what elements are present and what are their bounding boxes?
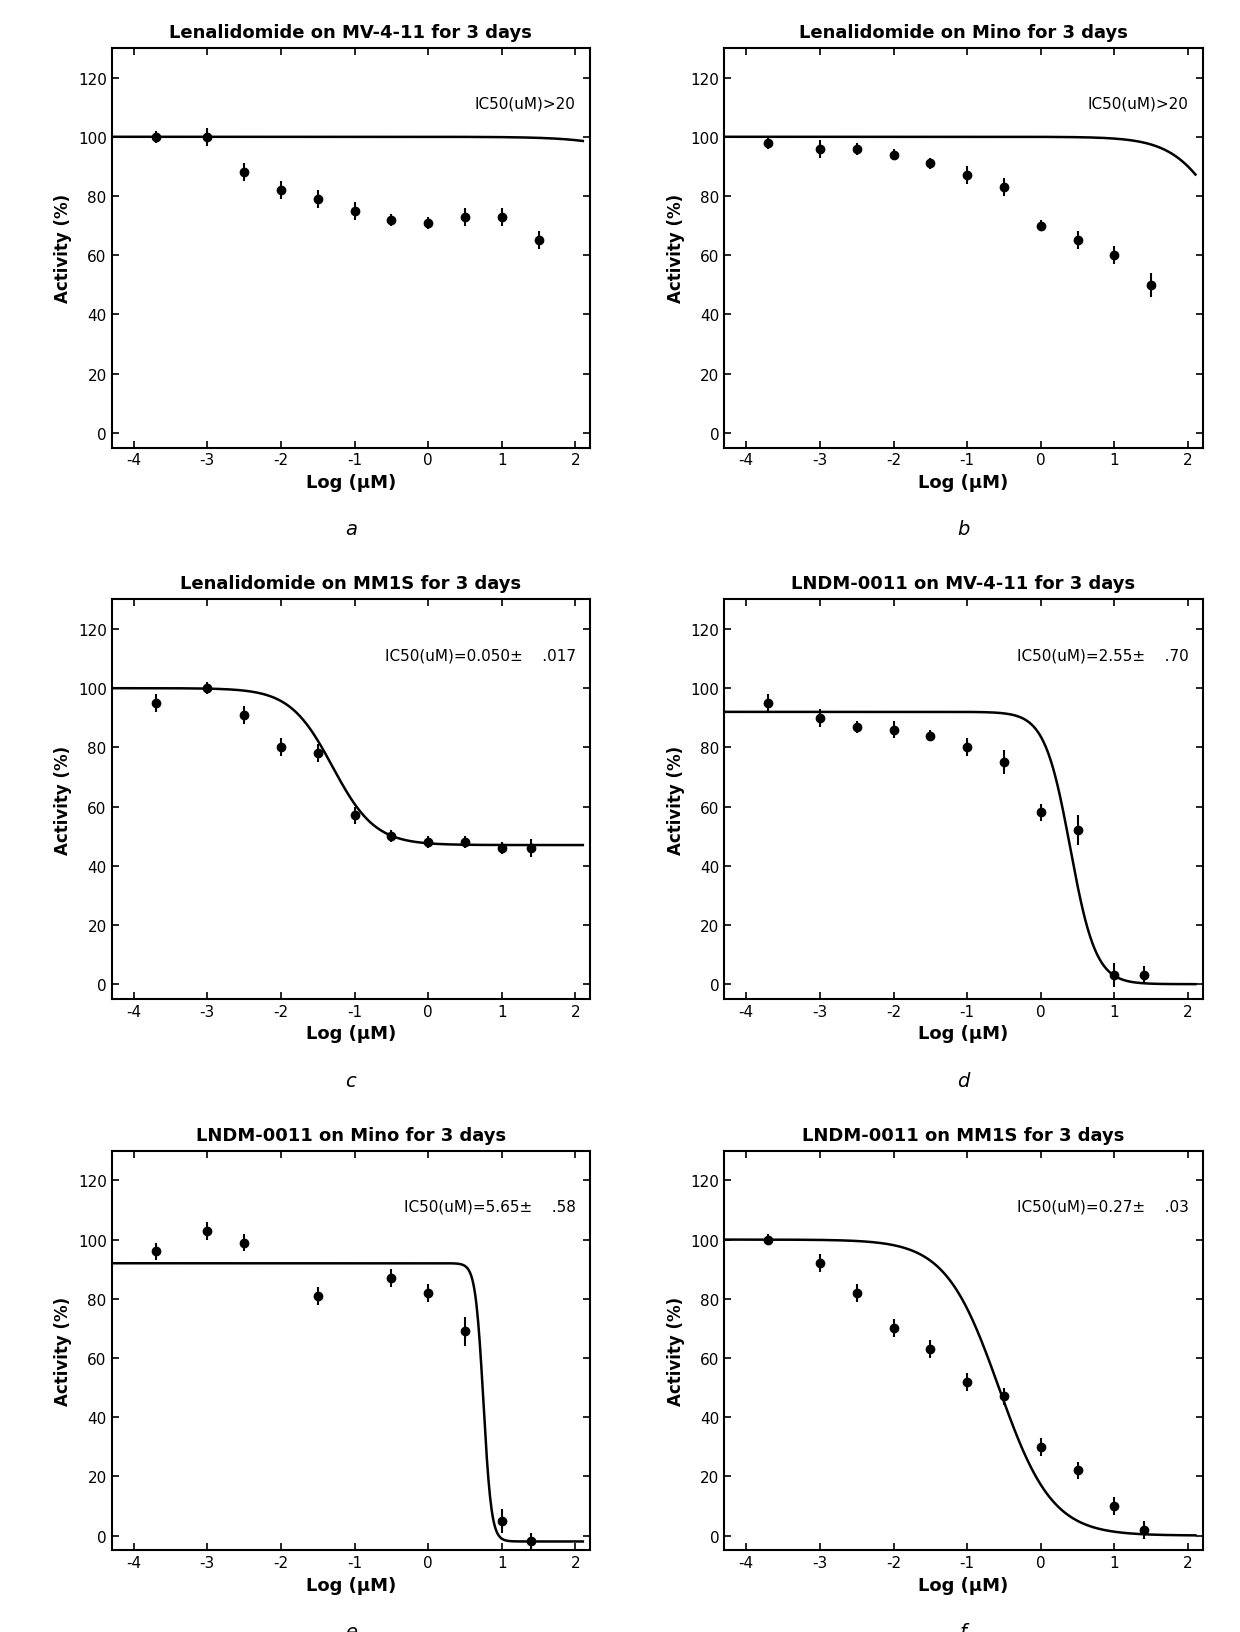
Title: LNDM-0011 on MV-4-11 for 3 days: LNDM-0011 on MV-4-11 for 3 days	[791, 574, 1136, 592]
X-axis label: Log (μM): Log (μM)	[306, 1025, 396, 1043]
Text: IC50(uM)=0.27±    .03: IC50(uM)=0.27± .03	[1017, 1200, 1188, 1214]
Text: IC50(uM)>20: IC50(uM)>20	[475, 96, 575, 113]
Text: f: f	[960, 1622, 967, 1632]
Text: b: b	[957, 521, 970, 539]
Text: IC50(uM)=2.55±    .70: IC50(uM)=2.55± .70	[1017, 648, 1188, 663]
X-axis label: Log (μM): Log (μM)	[306, 473, 396, 491]
Y-axis label: Activity (%): Activity (%)	[667, 746, 684, 854]
Title: LNDM-0011 on Mino for 3 days: LNDM-0011 on Mino for 3 days	[196, 1126, 506, 1144]
Title: Lenalidomide on MV-4-11 for 3 days: Lenalidomide on MV-4-11 for 3 days	[170, 24, 532, 42]
Text: IC50(uM)=0.050±    .017: IC50(uM)=0.050± .017	[384, 648, 575, 663]
Title: Lenalidomide on Mino for 3 days: Lenalidomide on Mino for 3 days	[799, 24, 1128, 42]
Title: Lenalidomide on MM1S for 3 days: Lenalidomide on MM1S for 3 days	[180, 574, 522, 592]
X-axis label: Log (μM): Log (μM)	[919, 473, 1008, 491]
Y-axis label: Activity (%): Activity (%)	[55, 1296, 72, 1405]
Text: c: c	[346, 1071, 356, 1090]
Y-axis label: Activity (%): Activity (%)	[55, 746, 72, 854]
Text: IC50(uM)=5.65±    .58: IC50(uM)=5.65± .58	[404, 1200, 575, 1214]
Title: LNDM-0011 on MM1S for 3 days: LNDM-0011 on MM1S for 3 days	[802, 1126, 1125, 1144]
X-axis label: Log (μM): Log (μM)	[919, 1577, 1008, 1594]
X-axis label: Log (μM): Log (μM)	[306, 1577, 396, 1594]
Y-axis label: Activity (%): Activity (%)	[667, 194, 684, 304]
Y-axis label: Activity (%): Activity (%)	[55, 194, 72, 304]
Y-axis label: Activity (%): Activity (%)	[667, 1296, 684, 1405]
Text: IC50(uM)>20: IC50(uM)>20	[1087, 96, 1188, 113]
Text: e: e	[345, 1622, 357, 1632]
X-axis label: Log (μM): Log (μM)	[919, 1025, 1008, 1043]
Text: a: a	[345, 521, 357, 539]
Text: d: d	[957, 1071, 970, 1090]
